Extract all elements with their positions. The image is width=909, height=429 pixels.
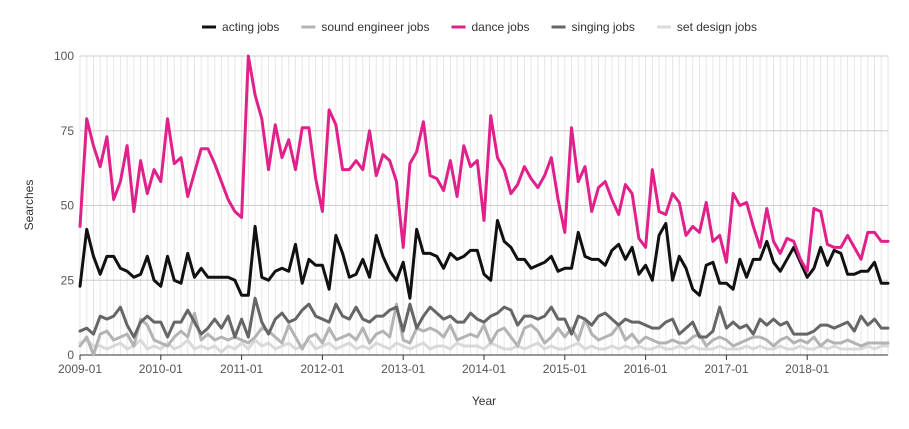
axis-layer: 0 25 50 75 100 2009-01 2010-01 2011-01 2012-01 20… [54,49,830,376]
x-tick-label: 2013-01 [381,362,425,376]
x-axis-title: Year [472,394,496,408]
series-line-acting-jobs[interactable] [78,218,890,300]
legend-item-singing-jobs[interactable]: singing jobs [551,20,635,34]
y-tick-label: 75 [61,124,75,138]
series-line-dance-jobs[interactable] [78,54,890,273]
x-tick-label: 2010-01 [139,362,183,376]
x-tick-label: 2016-01 [624,362,668,376]
legend-label: dance jobs [471,20,529,34]
series-line-set-design-jobs[interactable] [78,338,890,354]
x-tick-label: 2011-01 [220,362,263,376]
y-tick-label: 0 [67,348,74,362]
legend-label: sound engineer jobs [321,20,429,34]
y-tick-label: 50 [61,199,75,213]
legend-label: set design jobs [677,20,757,34]
y-tick-label: 100 [54,49,74,63]
x-tick-label: 2009-01 [58,362,102,376]
legend-item-sound-engineer-jobs[interactable]: sound engineer jobs [301,20,429,34]
x-tick-label: 2014-01 [462,362,506,376]
legend-label: singing jobs [572,20,635,34]
legend-label: acting jobs [222,20,279,34]
x-tick-label: 2018-01 [785,362,829,376]
series-line-singing-jobs[interactable] [78,296,890,339]
y-axis-title: Searches [22,180,36,231]
x-tick-label: 2012-01 [300,362,344,376]
legend[interactable]: acting jobs sound engineer jobs dance jobs… [202,20,757,34]
series-layer [78,54,890,357]
legend-item-dance-jobs[interactable]: dance jobs [451,20,530,34]
y-tick-label: 25 [61,273,75,287]
series-line-sound-engineer-jobs[interactable] [78,302,890,357]
legend-item-acting-jobs[interactable]: acting jobs [202,20,279,34]
x-tick-label: 2015-01 [543,362,587,376]
legend-item-set-design-jobs[interactable]: set design jobs [656,20,757,34]
x-tick-label: 2017-01 [704,362,748,376]
